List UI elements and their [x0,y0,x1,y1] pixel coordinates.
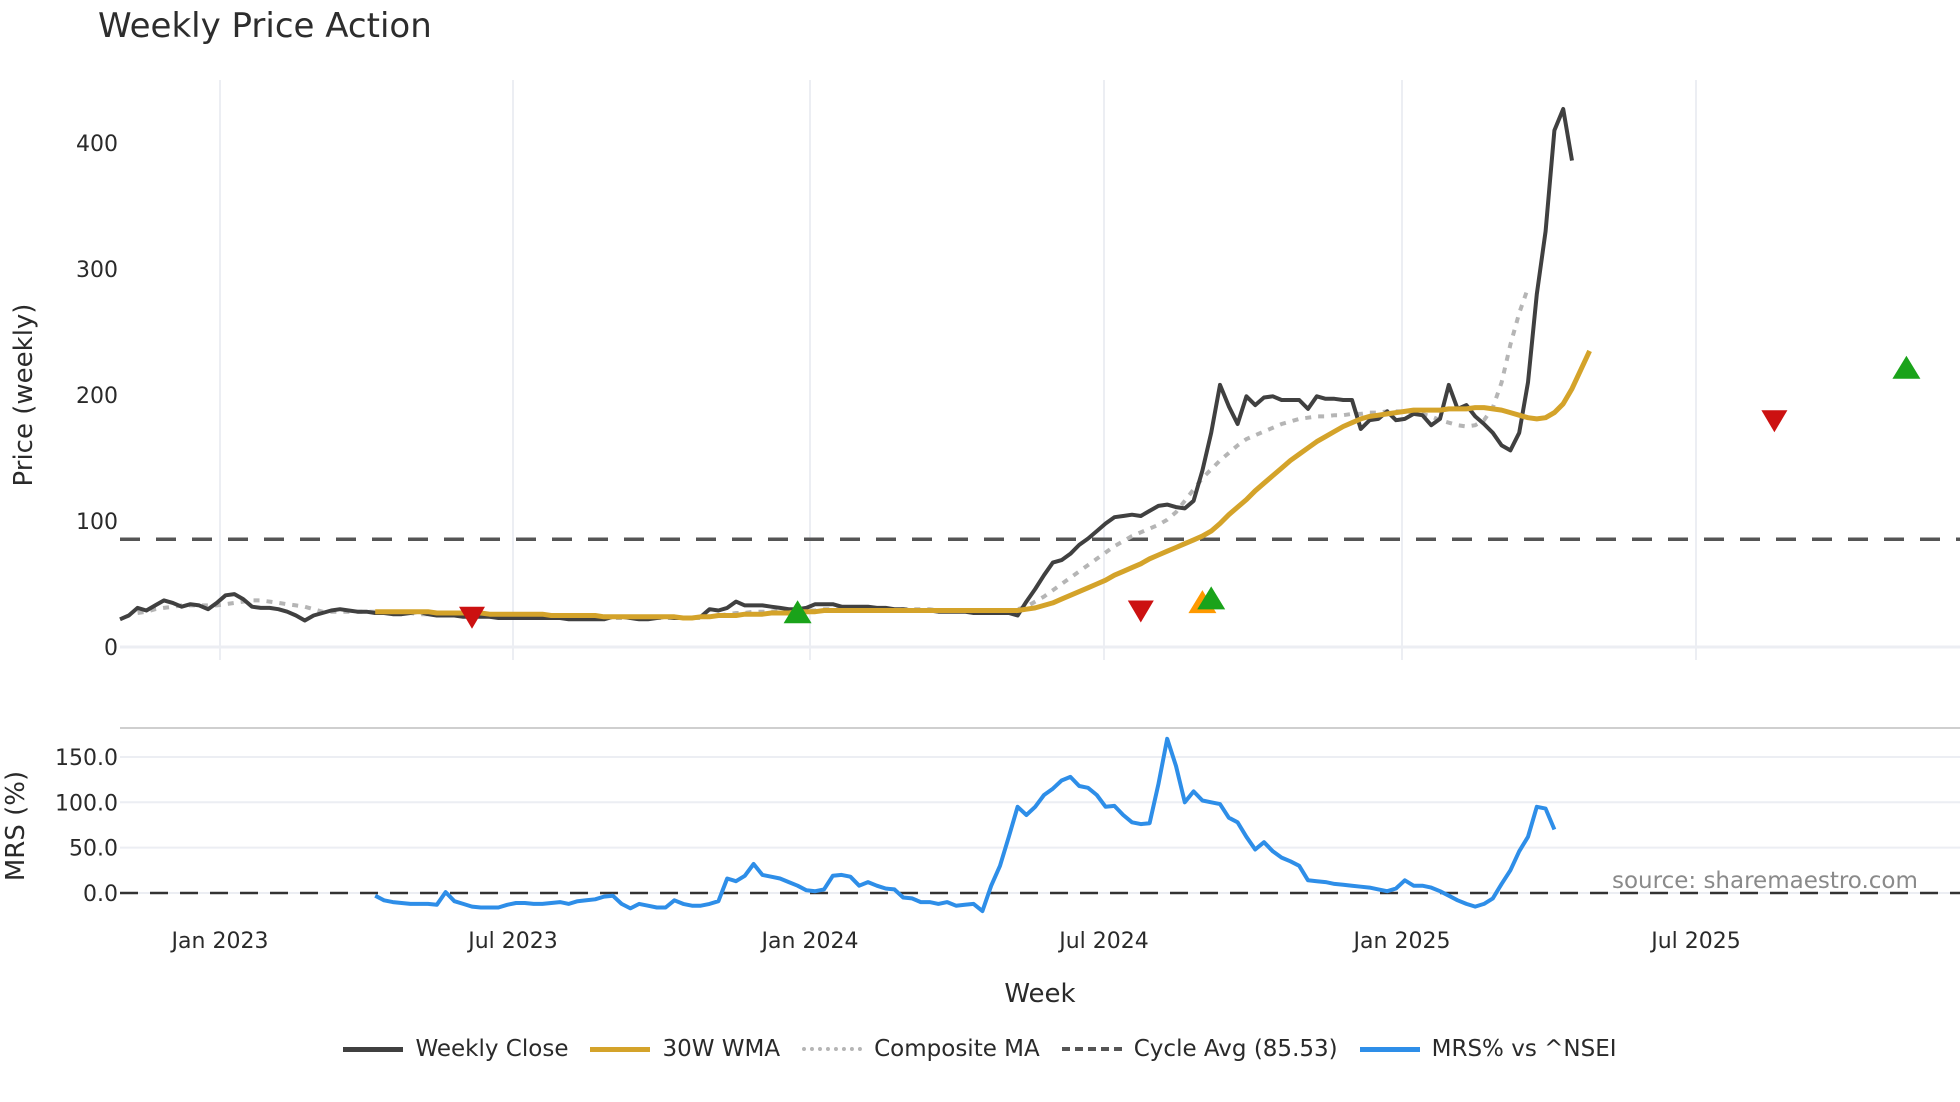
source-watermark: source: sharemaestro.com [1612,868,1918,894]
legend-item-composite-ma[interactable]: Composite MA [802,1036,1040,1062]
buy-signal-marker [1197,586,1226,610]
x-tick: Jan 2025 [1352,929,1451,954]
x-tick: Jan 2023 [170,929,269,954]
chart-title: Weekly Price Action [98,6,432,46]
x-tick: Jul 2023 [466,929,558,954]
series-composite-ma [137,287,1530,620]
legend-swatch-icon [1061,1047,1122,1051]
buy-signal-marker [1892,355,1921,379]
legend-swatch-icon [802,1047,863,1051]
mrs-y-tick: 50.0 [69,837,118,862]
sell-signal-marker [1127,600,1154,623]
chart-legend: Weekly Close 30W WMA Composite MA Cycle Avg… [0,1036,1960,1062]
sell-signal-marker [1761,410,1788,433]
legend-item-cycle-avg[interactable]: Cycle Avg (85.53) [1061,1036,1338,1062]
series-weekly-close [119,107,1574,623]
x-tick: Jan 2024 [760,929,859,954]
sell-signal-marker [459,606,485,629]
mrs-y-tick: 150.0 [55,746,118,771]
legend-label: Cycle Avg (85.53) [1133,1036,1338,1062]
x-tick: Jul 2024 [1057,929,1149,954]
series-30w-wma [375,349,1592,621]
mrs-y-tick: 100.0 [55,791,118,816]
legend-label: MRS% vs ^NSEI [1431,1036,1617,1062]
price-y-axis-title: Price (weekly) [9,304,39,487]
legend-item-wma30[interactable]: 30W WMA [590,1036,780,1062]
legend-swatch-icon [343,1046,404,1052]
legend-label: Composite MA [874,1036,1040,1062]
price-y-tick: 0 [104,636,118,661]
legend-label: Weekly Close [415,1036,569,1062]
x-axis-title: Week [1004,979,1075,1009]
x-tick: Jul 2025 [1649,929,1741,954]
legend-item-weekly-close[interactable]: Weekly Close [343,1036,568,1062]
series-mrs [374,736,1557,914]
price-y-tick: 100 [76,510,118,535]
price-y-tick: 400 [76,132,118,157]
buy-signal-marker [783,600,812,624]
mrs-y-axis-title: MRS (%) [1,771,31,881]
price-y-tick: 300 [76,258,118,283]
legend-label: 30W WMA [662,1036,781,1062]
price-y-tick: 200 [76,384,118,409]
legend-swatch-icon [590,1046,651,1052]
legend-item-mrs[interactable]: MRS% vs ^NSEI [1359,1036,1617,1062]
mrs-y-tick: 0.0 [83,882,118,907]
legend-swatch-icon [1359,1046,1420,1052]
